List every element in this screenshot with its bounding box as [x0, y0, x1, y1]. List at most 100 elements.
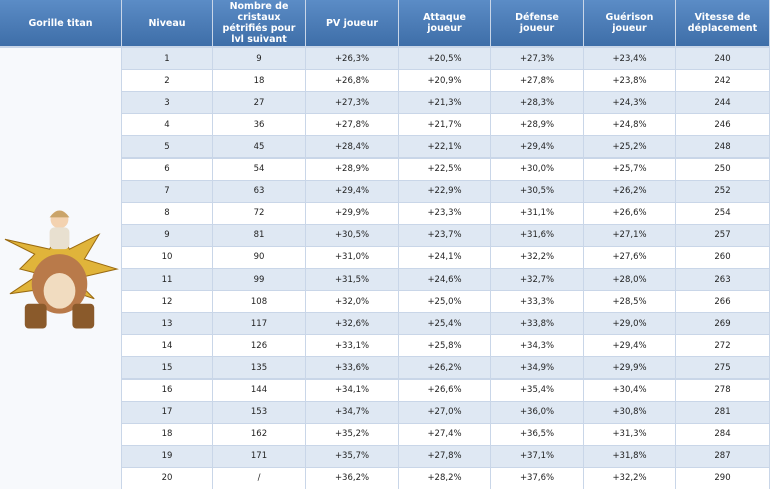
- header-cell: Attaque joueur: [399, 0, 490, 46]
- table-cell: +35,4%: [491, 379, 583, 401]
- table-cell: +21,7%: [399, 114, 490, 136]
- table-cell: 14: [122, 335, 212, 357]
- table-cell: +32,7%: [491, 269, 583, 291]
- table-cell: +20,5%: [399, 48, 490, 70]
- table-cell: 281: [676, 401, 769, 423]
- table-cell: /: [213, 467, 305, 489]
- table-cell: +26,2%: [584, 180, 675, 202]
- table-cell: +26,6%: [399, 379, 490, 401]
- table-cell: +34,9%: [491, 357, 583, 379]
- table-cell: +30,4%: [584, 379, 675, 401]
- table-cell: +34,7%: [306, 401, 398, 423]
- table-cell: +28,9%: [306, 158, 398, 180]
- table-cell: +23,8%: [584, 70, 675, 92]
- table-cell: 5: [122, 136, 212, 158]
- table-cell: +23,4%: [584, 48, 675, 70]
- table-cell: +36,5%: [491, 423, 583, 445]
- table-cell: +28,3%: [491, 92, 583, 114]
- table-cell: +22,5%: [399, 158, 490, 180]
- table-cell: +25,4%: [399, 313, 490, 335]
- table-cell: +33,8%: [491, 313, 583, 335]
- table-cell: +36,0%: [491, 401, 583, 423]
- table-cell: 81: [213, 224, 305, 246]
- table-cell: 12: [122, 291, 212, 313]
- table-cell: 248: [676, 136, 769, 158]
- table-cell: +22,1%: [399, 136, 490, 158]
- table-cell: +30,0%: [491, 158, 583, 180]
- table-cell: +30,5%: [306, 224, 398, 246]
- table-cell: +27,8%: [399, 445, 490, 467]
- table-cell: 246: [676, 114, 769, 136]
- header-cell: Guérison joueur: [584, 0, 675, 46]
- table-cell: 20: [122, 467, 212, 489]
- table-cell: +24,3%: [584, 92, 675, 114]
- table-cell: 153: [213, 401, 305, 423]
- table-cell: 63: [213, 180, 305, 202]
- table-cell: 162: [213, 423, 305, 445]
- table-cell: +26,3%: [306, 48, 398, 70]
- table-cell: 278: [676, 379, 769, 401]
- table-cell: 1: [122, 48, 212, 70]
- table-cell: 117: [213, 313, 305, 335]
- table-cell: +24,8%: [584, 114, 675, 136]
- table-cell: 9: [122, 224, 212, 246]
- table-cell: +31,6%: [491, 224, 583, 246]
- table-cell: +26,8%: [306, 70, 398, 92]
- table-cell: 144: [213, 379, 305, 401]
- table-cell: +27,1%: [584, 224, 675, 246]
- table-cell: +32,2%: [491, 246, 583, 268]
- table-cell: +37,6%: [491, 467, 583, 489]
- table-cell: +25,8%: [399, 335, 490, 357]
- table-cell: 9: [213, 48, 305, 70]
- table-cell: 135: [213, 357, 305, 379]
- table-cell: 252: [676, 180, 769, 202]
- table-cell: +21,3%: [399, 92, 490, 114]
- table-cell: +26,2%: [399, 357, 490, 379]
- table-cell: +23,7%: [399, 224, 490, 246]
- header-cell: Gorille titan: [0, 0, 121, 46]
- table-cell: +27,0%: [399, 401, 490, 423]
- header-cell: PV joueur: [306, 0, 398, 46]
- table-cell: 290: [676, 467, 769, 489]
- table-cell: +31,5%: [306, 269, 398, 291]
- table-cell: +25,7%: [584, 158, 675, 180]
- table-cell: +31,1%: [491, 202, 583, 224]
- table-cell: 16: [122, 379, 212, 401]
- table-cell: 13: [122, 313, 212, 335]
- table-cell: 4: [122, 114, 212, 136]
- table-cell: +31,8%: [584, 445, 675, 467]
- table-cell: 284: [676, 423, 769, 445]
- table-cell: +33,6%: [306, 357, 398, 379]
- table-cell: 240: [676, 48, 769, 70]
- table-cell: +34,1%: [306, 379, 398, 401]
- table-cell: 8: [122, 202, 212, 224]
- table-cell: +37,1%: [491, 445, 583, 467]
- table-cell: +28,5%: [584, 291, 675, 313]
- table-cell: +29,4%: [491, 136, 583, 158]
- table-cell: +29,9%: [584, 357, 675, 379]
- table-cell: +29,4%: [584, 335, 675, 357]
- table-cell: +29,9%: [306, 202, 398, 224]
- table-cell: +23,3%: [399, 202, 490, 224]
- table-cell: 90: [213, 246, 305, 268]
- table-cell: +36,2%: [306, 467, 398, 489]
- table-cell: 269: [676, 313, 769, 335]
- table-cell: 287: [676, 445, 769, 467]
- table-cell: +35,7%: [306, 445, 398, 467]
- table-cell: 108: [213, 291, 305, 313]
- table-cell: +22,9%: [399, 180, 490, 202]
- table-cell: 263: [676, 269, 769, 291]
- table-cell: 275: [676, 357, 769, 379]
- table-cell: +34,3%: [491, 335, 583, 357]
- table-cell: 260: [676, 246, 769, 268]
- table-cell: 250: [676, 158, 769, 180]
- table-cell: 254: [676, 202, 769, 224]
- table-cell: +35,2%: [306, 423, 398, 445]
- table-cell: 272: [676, 335, 769, 357]
- character-icon: [4, 209, 119, 329]
- table-cell: 7: [122, 180, 212, 202]
- table-cell: +29,4%: [306, 180, 398, 202]
- table-cell: 257: [676, 224, 769, 246]
- table-cell: 99: [213, 269, 305, 291]
